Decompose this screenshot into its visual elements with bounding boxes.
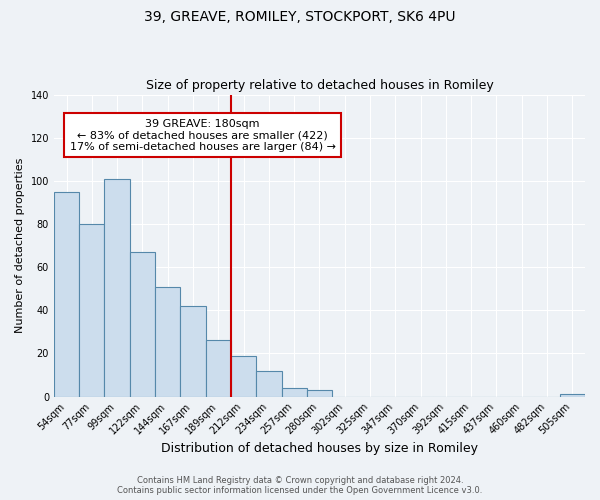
Bar — [256, 370, 281, 396]
Bar — [206, 340, 231, 396]
Text: Contains HM Land Registry data © Crown copyright and database right 2024.
Contai: Contains HM Land Registry data © Crown c… — [118, 476, 482, 495]
Bar — [560, 394, 585, 396]
Bar — [79, 224, 104, 396]
Bar — [54, 192, 79, 396]
Text: 39, GREAVE, ROMILEY, STOCKPORT, SK6 4PU: 39, GREAVE, ROMILEY, STOCKPORT, SK6 4PU — [144, 10, 456, 24]
Text: 39 GREAVE: 180sqm
← 83% of detached houses are smaller (422)
17% of semi-detache: 39 GREAVE: 180sqm ← 83% of detached hous… — [70, 118, 335, 152]
Bar — [104, 178, 130, 396]
Bar — [281, 388, 307, 396]
X-axis label: Distribution of detached houses by size in Romiley: Distribution of detached houses by size … — [161, 442, 478, 455]
Title: Size of property relative to detached houses in Romiley: Size of property relative to detached ho… — [146, 79, 493, 92]
Bar — [307, 390, 332, 396]
Bar — [181, 306, 206, 396]
Y-axis label: Number of detached properties: Number of detached properties — [15, 158, 25, 334]
Bar — [130, 252, 155, 396]
Bar — [231, 356, 256, 397]
Bar — [155, 286, 181, 397]
